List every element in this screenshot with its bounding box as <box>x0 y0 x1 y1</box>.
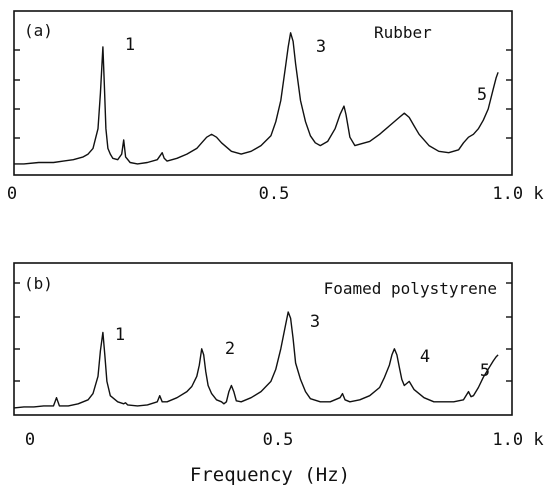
x-tick-label: 1.0 k <box>492 184 543 204</box>
plot-frame <box>13 10 513 176</box>
peak-label: 1 <box>125 35 135 55</box>
peak-label: 1 <box>115 325 125 345</box>
x-tick-label: 0.5 <box>263 430 294 450</box>
panel-a: 0 0.5 1.0 k (a) Rubber 1 3 5 <box>7 10 544 204</box>
spectrum-line <box>14 32 499 165</box>
panel-label: (b) <box>24 274 53 293</box>
peak-label: 2 <box>225 339 235 359</box>
x-tick-label: 1.0 k <box>492 430 543 450</box>
x-axis-label: Frequency (Hz) <box>190 464 350 486</box>
x-tick-label: 0 <box>7 184 17 204</box>
panel-label: (a) <box>24 21 53 40</box>
peak-label: 3 <box>310 312 320 332</box>
peak-label: 4 <box>420 347 430 367</box>
panel-title: Rubber <box>374 23 432 42</box>
spectrum-line <box>13 311 499 409</box>
peak-label: 5 <box>477 85 487 105</box>
panel-b: 0 0.5 1.0 k (b) Foamed polystyrene 1 2 3 4 5 <box>13 262 544 450</box>
panel-title: Foamed polystyrene <box>324 279 497 298</box>
x-tick-label: 0 <box>25 430 35 450</box>
plot-frame <box>13 262 513 416</box>
x-tick-label: 0.5 <box>259 184 290 204</box>
peak-label: 5 <box>480 361 490 381</box>
peak-label: 3 <box>316 37 326 57</box>
